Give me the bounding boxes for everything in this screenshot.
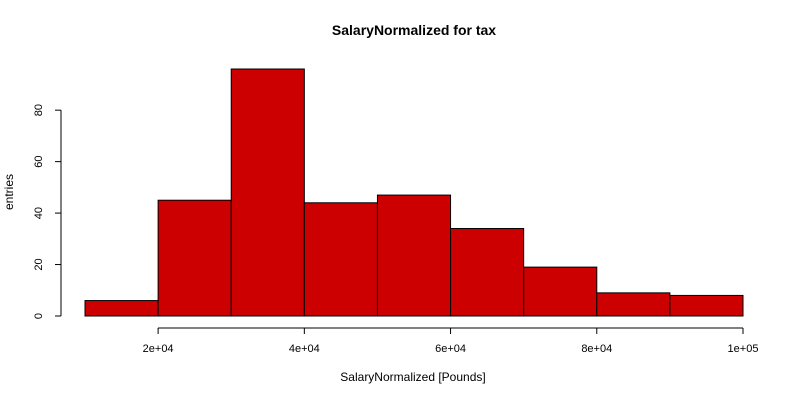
y-tick-label: 20 xyxy=(33,258,45,270)
histogram-bar-5 xyxy=(376,194,452,317)
x-tick-label: 8e+04 xyxy=(581,343,612,355)
histogram-bar-6 xyxy=(450,228,525,317)
x-tick-label: 1e+05 xyxy=(728,343,759,355)
x-axis-ticks: 2e+04 4e+04 6e+04 8e+04 1e+05 xyxy=(143,328,759,355)
histogram-bar-2 xyxy=(157,199,232,317)
chart-title: SalaryNormalized for tax xyxy=(332,22,496,38)
histogram-bar-4 xyxy=(303,202,378,317)
x-tick-label: 2e+04 xyxy=(143,343,174,355)
y-axis: 0 20 40 60 80 xyxy=(33,104,62,319)
histogram-bar-1 xyxy=(84,300,159,317)
histogram-bar-8 xyxy=(596,292,671,317)
y-tick-label: 0 xyxy=(33,313,45,319)
y-axis-ticks: 0 20 40 60 80 xyxy=(33,104,61,319)
histogram-bar-3 xyxy=(230,68,305,317)
x-tick-label: 4e+04 xyxy=(289,343,320,355)
histogram-bar-9 xyxy=(669,294,744,317)
y-tick-label: 80 xyxy=(33,104,45,116)
y-tick-label: 40 xyxy=(33,207,45,219)
histogram-bar-7 xyxy=(523,266,598,317)
x-axis-label: SalaryNormalized [Pounds] xyxy=(340,370,485,384)
x-axis: 2e+04 4e+04 6e+04 8e+04 1e+05 xyxy=(143,327,759,355)
y-tick-label: 60 xyxy=(33,156,45,168)
y-axis-label: entries xyxy=(2,174,16,210)
x-tick-label: 6e+04 xyxy=(435,343,466,355)
histogram-bars xyxy=(84,68,744,317)
